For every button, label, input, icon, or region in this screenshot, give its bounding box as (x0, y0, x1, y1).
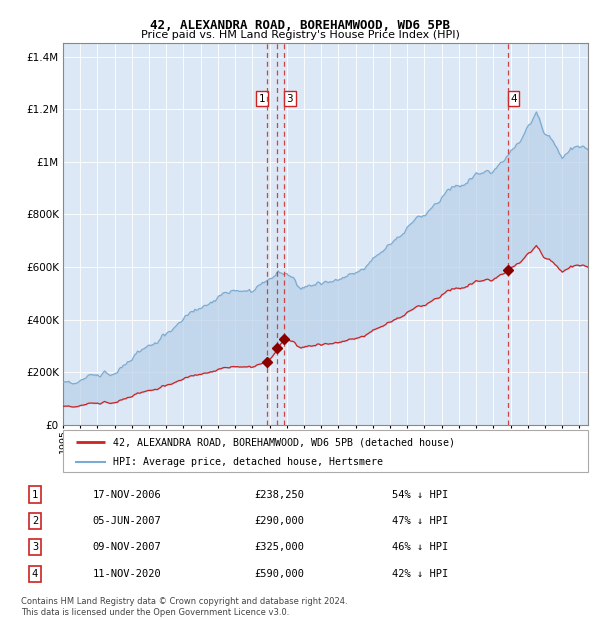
Text: £590,000: £590,000 (254, 569, 304, 578)
Text: 17-NOV-2006: 17-NOV-2006 (92, 490, 161, 500)
Text: 05-JUN-2007: 05-JUN-2007 (92, 516, 161, 526)
Text: 46% ↓ HPI: 46% ↓ HPI (392, 542, 448, 552)
Text: 3: 3 (286, 94, 293, 104)
Text: 42% ↓ HPI: 42% ↓ HPI (392, 569, 448, 578)
Text: 3: 3 (32, 542, 38, 552)
Text: 1: 1 (259, 94, 265, 104)
Text: HPI: Average price, detached house, Hertsmere: HPI: Average price, detached house, Hert… (113, 457, 383, 467)
Text: 1: 1 (32, 490, 38, 500)
Text: Price paid vs. HM Land Registry's House Price Index (HPI): Price paid vs. HM Land Registry's House … (140, 30, 460, 40)
Text: 4: 4 (32, 569, 38, 578)
Text: £325,000: £325,000 (254, 542, 304, 552)
Text: 2: 2 (32, 516, 38, 526)
Text: 47% ↓ HPI: 47% ↓ HPI (392, 516, 448, 526)
Text: 42, ALEXANDRA ROAD, BOREHAMWOOD, WD6 5PB (detached house): 42, ALEXANDRA ROAD, BOREHAMWOOD, WD6 5PB… (113, 437, 455, 447)
Text: 4: 4 (510, 94, 517, 104)
Text: £290,000: £290,000 (254, 516, 304, 526)
Text: Contains HM Land Registry data © Crown copyright and database right 2024.: Contains HM Land Registry data © Crown c… (21, 597, 347, 606)
Text: 54% ↓ HPI: 54% ↓ HPI (392, 490, 448, 500)
Text: 11-NOV-2020: 11-NOV-2020 (92, 569, 161, 578)
Text: 09-NOV-2007: 09-NOV-2007 (92, 542, 161, 552)
Text: £238,250: £238,250 (254, 490, 304, 500)
Text: This data is licensed under the Open Government Licence v3.0.: This data is licensed under the Open Gov… (21, 608, 289, 617)
FancyBboxPatch shape (63, 430, 588, 472)
Text: 42, ALEXANDRA ROAD, BOREHAMWOOD, WD6 5PB: 42, ALEXANDRA ROAD, BOREHAMWOOD, WD6 5PB (150, 19, 450, 32)
